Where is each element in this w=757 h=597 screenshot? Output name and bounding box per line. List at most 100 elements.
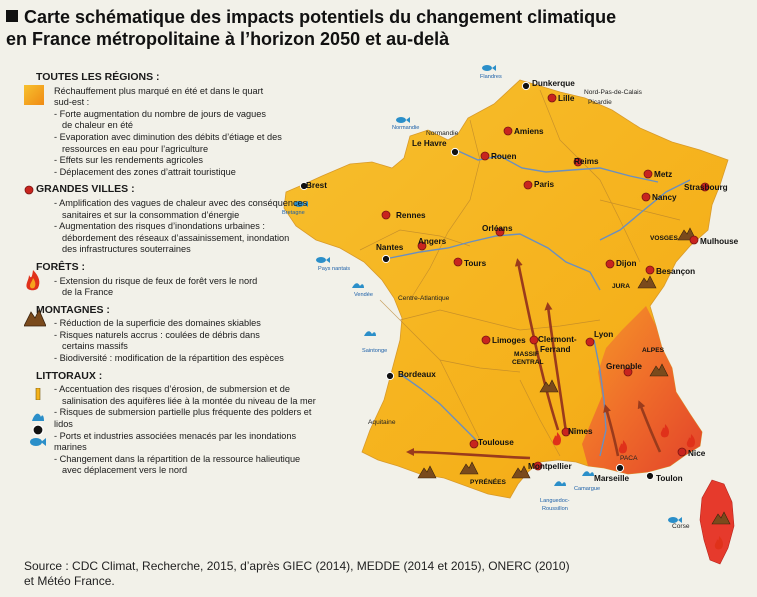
city-marker-clermont [529,335,539,345]
mountain-icon [417,465,437,479]
city-marker-angers [417,241,427,251]
fish-icon [316,257,330,263]
legend-line: - Réduction de la superficie des domaine… [54,318,261,329]
city-label: Toulouse [478,438,514,447]
city-marker-lille [547,93,557,103]
city-marker-rennes [381,210,391,220]
legend-section-forets: FORÊTS : - Extension du risque de feux d… [20,261,320,299]
massif-label-central-2: CENTRAL [512,359,544,366]
coast-label-saintonge: Saintonge [362,348,387,354]
city-label-clermont-1: Clermont- [538,335,577,344]
city-marker-amiens [503,126,513,136]
coast-label-flandres: Flandres [480,74,502,80]
city-marker-rouen [480,151,490,161]
city-label: Reims [574,157,599,166]
mountain-icon [711,511,731,525]
city-label: Lyon [594,330,613,339]
legend: TOUTES LES RÉGIONS : Réchauffement plus … [20,71,320,483]
city-label: Orléans [482,224,513,233]
region-borders [359,89,681,457]
massif-label-central-1: MASSIF [514,351,539,358]
city-marker-orleans [495,227,505,237]
massif-label-pyrenees: PYRÉNÉES [470,477,507,486]
legend-line: salinisation des aquifères liée à la mon… [62,395,316,406]
city-label: Dunkerque [532,79,575,88]
legend-heading-villes: GRANDES VILLES : [36,183,135,196]
region-label-nord-pdc: Nord-Pas-de-Calais [584,89,643,96]
city-label: Le Havre [412,139,447,148]
fire-icon [618,440,627,454]
legend-section-montagnes: MONTAGNES : - Réduction de la superficie… [20,304,320,365]
city-markers [299,81,710,481]
massif-label-jura: JURA [612,283,630,290]
title-line-2: en France métropolitaine à l’horizon 205… [6,29,450,49]
fish-icon [294,201,308,207]
port-marker-nantes [381,254,391,264]
city-dot-icon [24,185,34,195]
legend-section-littoraux: LITTORAUX : - Accentuation des risques d… [20,370,320,477]
city-marker-lyon [585,337,595,347]
region-label-picardie: Picardie [588,99,612,106]
city-label: Lille [558,94,575,103]
region-label-paca: PACA [620,455,638,462]
source-line-1: Source : CDC Climat, Recherche, 2015, d’… [24,559,570,573]
massif-label-vosges: VOSGES [650,235,678,242]
city-marker-limoges [481,335,491,345]
legend-section-villes: GRANDES VILLES : - Amplification des vag… [20,184,320,256]
fish-icon [30,437,46,446]
wave-icon [554,481,566,486]
region-label-normandie: Normandie [426,130,459,137]
mountain-icon [459,461,479,475]
city-label: Nice [688,449,706,458]
legend-line: Réchauffement plus marqué en été et dans… [54,85,264,96]
city-label-clermont-2: Ferrand [540,345,570,354]
city-label: Marseille [594,474,629,483]
city-label: Toulon [656,474,683,483]
coast-label-languedoc-1: Languedoc- [540,498,570,504]
coast-markers [294,65,682,523]
source-note: Source : CDC Climat, Recherche, 2015, d’… [24,559,644,589]
wave-icon [582,471,594,476]
warming-swatch-icon [24,85,44,105]
fish-icon [482,65,496,71]
source-line-2: et Météo France. [24,574,115,588]
city-marker-nice [677,447,687,457]
city-label: Mulhouse [700,237,739,246]
fire-icon [714,536,723,550]
coastal-labels: Flandres Normandie Bretagne Pays nantais… [282,74,600,512]
city-marker-reims [573,157,583,167]
city-label: Brest [306,181,327,190]
legend-line: - Biodiversité : modification de la répa… [54,353,284,364]
region-label-corse: Corse [672,523,690,530]
region-labels: Nord-Pas-de-Calais Picardie Normandie Ce… [368,89,690,530]
fire-icon [552,432,561,446]
title-line-1: Carte schématique des impacts potentiels… [24,7,617,27]
legend-line: - Evaporation avec diminution des débits… [54,131,282,142]
shift-arrows [406,258,662,460]
legend-line: sud-est : [54,97,90,108]
wave-icon [352,283,364,288]
mountain-icon [649,363,669,377]
coast-label-bretagne: Bretagne [282,210,305,216]
mountain-icons [417,227,731,525]
port-marker-le-havre [450,147,460,157]
legend-line: - Extension du risque de feux de forêt v… [54,275,258,286]
rivers [389,149,691,457]
mountain-icon [24,308,46,327]
city-label: Nantes [376,243,404,252]
legend-line: - Déplacement des zones d’attrait touris… [54,166,236,177]
fish-icon [396,117,410,123]
city-label: Rennes [396,211,426,220]
city-label: Dijon [616,259,636,268]
legend-heading-regions: TOUTES LES RÉGIONS : [36,71,160,83]
coast-label-vendee: Vendée [354,292,373,298]
legend-line: - Effets sur les rendements agricoles [54,155,203,166]
legend-line: certains massifs [62,341,128,352]
city-marker-paris [523,180,533,190]
city-label: Amiens [514,127,544,136]
legend-line: débordement des réseaux d’assainissement… [62,232,290,243]
region-label-centre-atlantique: Centre-Atlantique [398,295,450,302]
mountain-icon [539,379,559,393]
city-label: Montpellier [528,462,572,471]
